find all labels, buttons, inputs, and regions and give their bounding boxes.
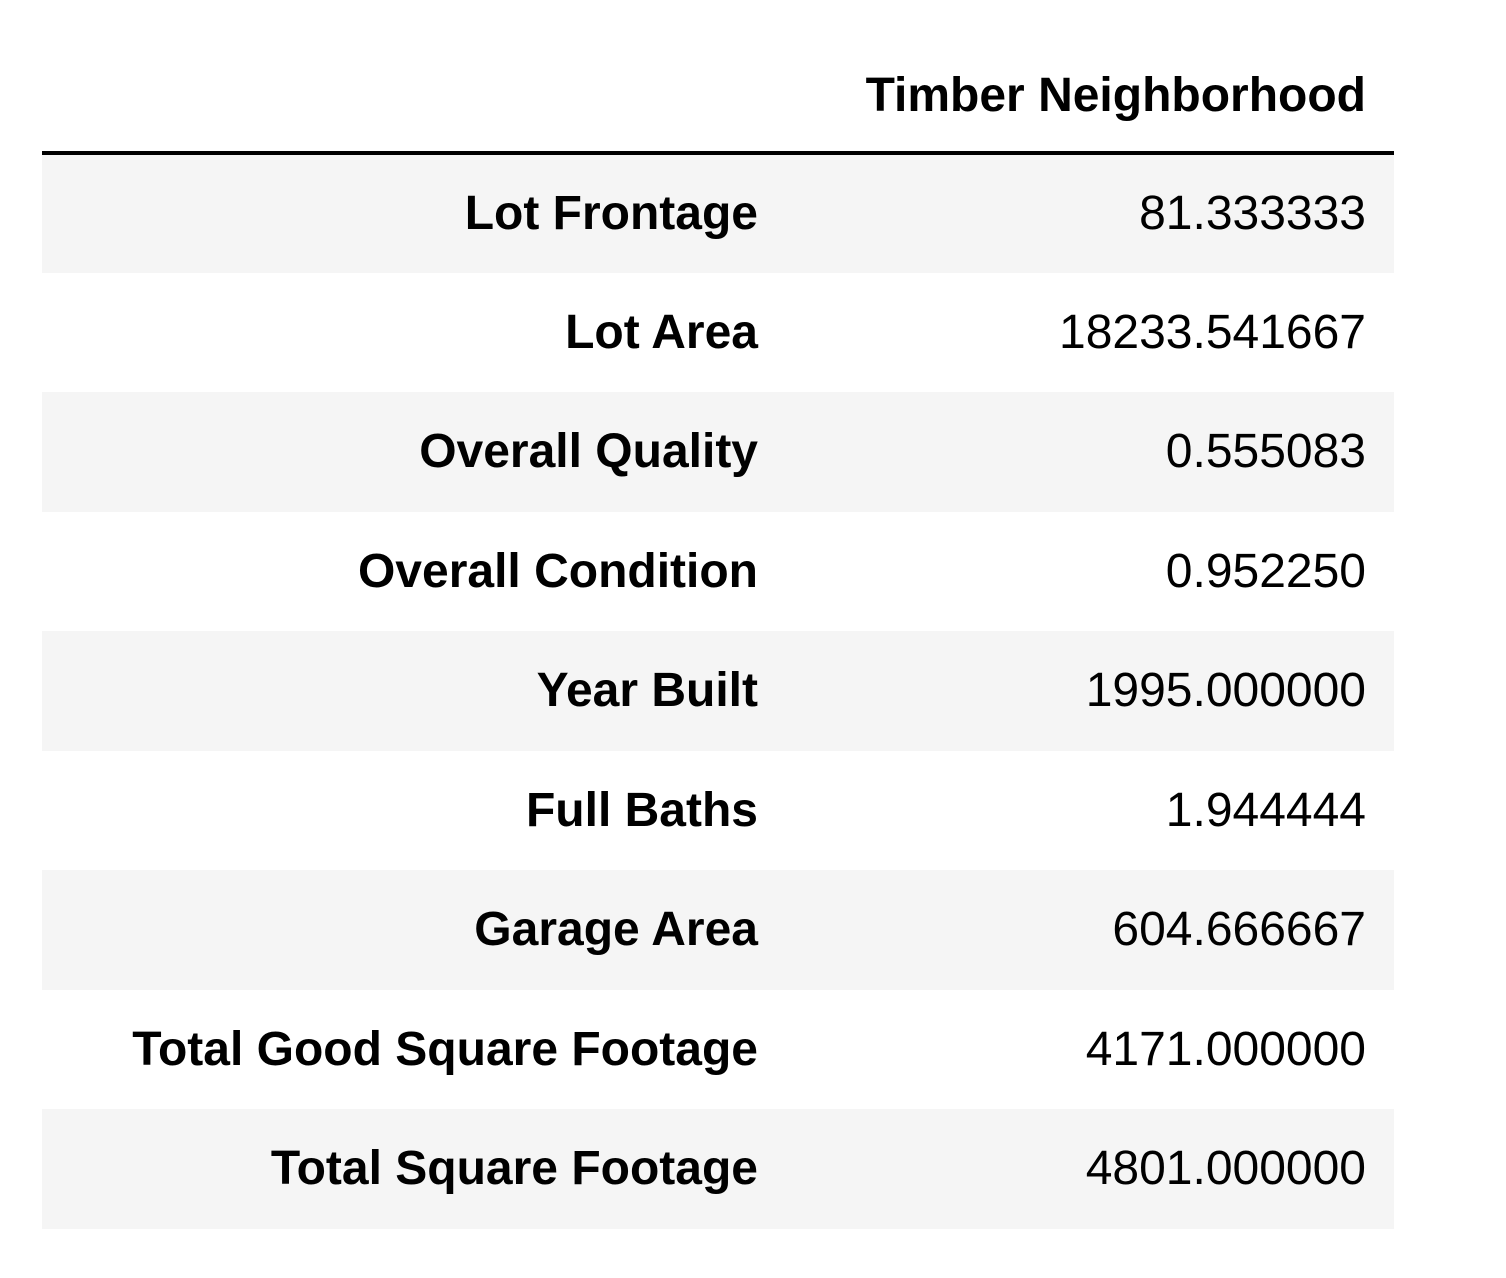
row-label: Lot Area — [565, 305, 758, 359]
row-value: 0.555083 — [1165, 425, 1366, 479]
row-label: Garage Area — [474, 903, 758, 957]
table-row: Total Square Footage 4801.000000 — [42, 1109, 1394, 1229]
row-label: Total Good Square Footage — [132, 1022, 758, 1076]
header-row: Timber Neighborhood — [42, 40, 1394, 155]
table-row: Lot Area 18233.541667 — [42, 272, 1394, 392]
table-header: Timber Neighborhood — [42, 40, 1394, 155]
row-label: Total Square Footage — [270, 1142, 758, 1196]
row-label: Full Baths — [525, 783, 758, 837]
row-value: 0.952250 — [1165, 544, 1366, 598]
table-row: Total Good Square Footage 4171.000000 — [42, 989, 1394, 1109]
table-row: Overall Condition 0.952250 — [42, 511, 1394, 631]
table-row: Lot Frontage 81.333333 — [42, 153, 1394, 273]
column-header-timber-neighborhood: Timber Neighborhood — [782, 40, 1394, 155]
row-label: Year Built — [536, 664, 758, 718]
table-row: Overall Quality 0.555083 — [42, 392, 1394, 512]
row-value: 18233.541667 — [1059, 305, 1366, 359]
row-value: 1995.000000 — [1085, 664, 1366, 718]
table-row: Garage Area 604.666667 — [42, 870, 1394, 990]
table-row: Year Built 1995.000000 — [42, 631, 1394, 751]
dataframe-container: Timber Neighborhood Lot Frontage 81.3333… — [42, 40, 1394, 1229]
row-value: 604.666667 — [1112, 903, 1366, 957]
dataframe-table: Timber Neighborhood Lot Frontage 81.3333… — [42, 40, 1394, 1229]
index-header-cell — [42, 40, 782, 155]
table-body: Lot Frontage 81.333333 Lot Area 18233.54… — [42, 153, 1394, 1229]
row-label: Overall Condition — [357, 544, 758, 598]
row-value: 4801.000000 — [1085, 1142, 1366, 1196]
row-value: 4171.000000 — [1085, 1022, 1366, 1076]
table-row: Full Baths 1.944444 — [42, 750, 1394, 870]
row-label: Overall Quality — [419, 425, 758, 479]
row-value: 1.944444 — [1165, 783, 1366, 837]
row-value: 81.333333 — [1139, 187, 1366, 241]
row-label: Lot Frontage — [464, 187, 758, 241]
